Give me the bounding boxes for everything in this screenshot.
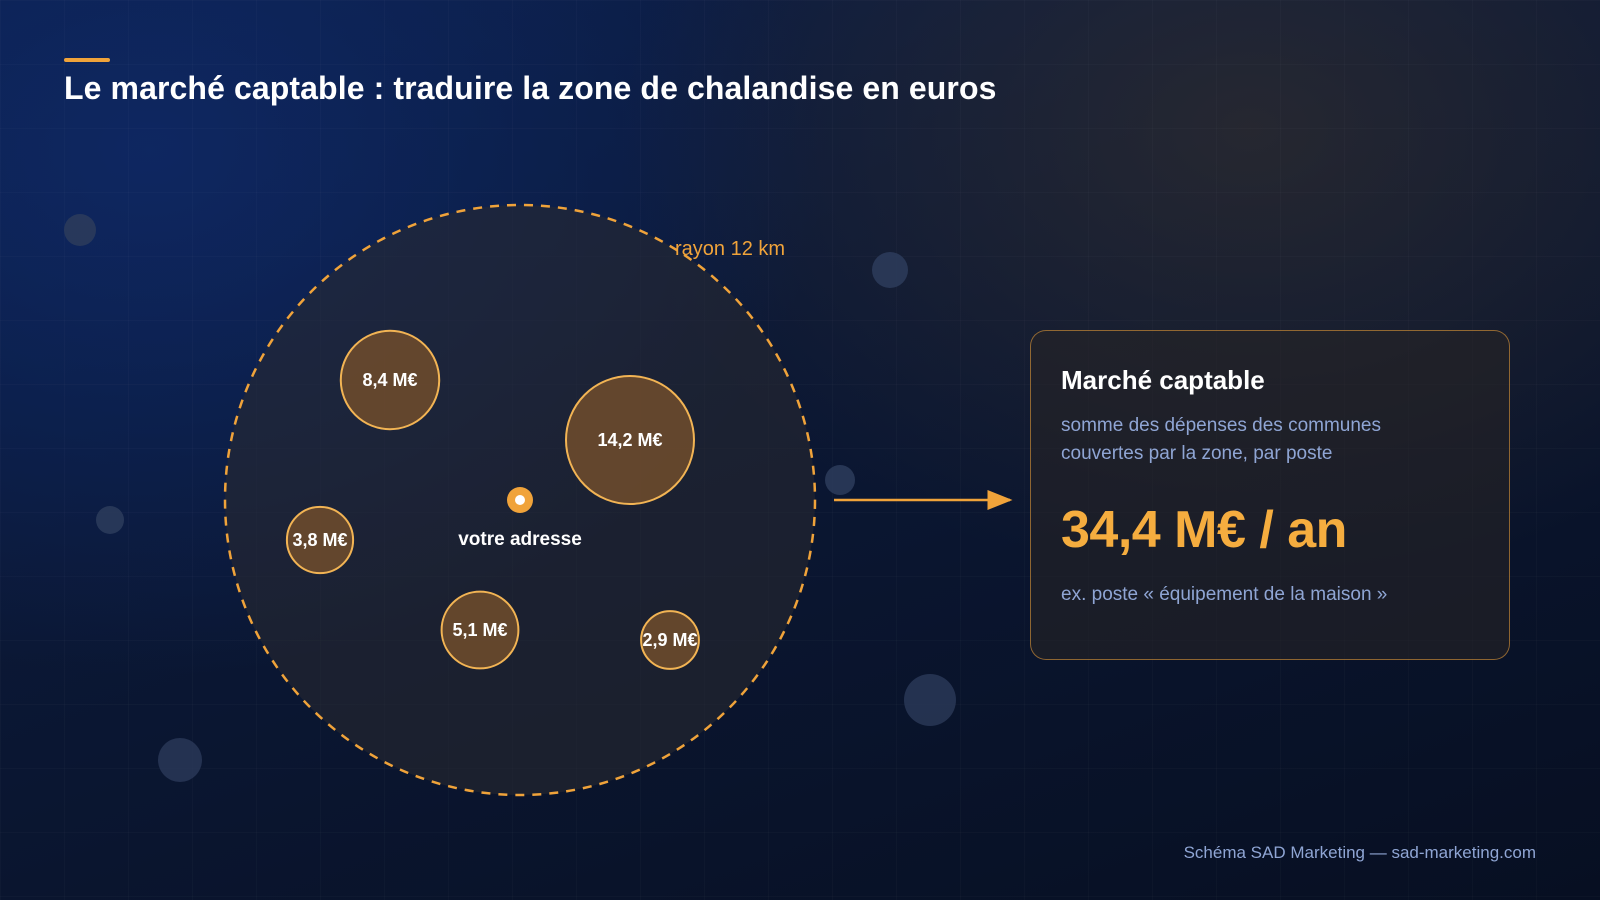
title-accent-bar — [64, 58, 110, 62]
commune-value-label: 8,4 M€ — [362, 370, 417, 390]
commune-bubble — [285, 505, 355, 575]
decor-circle — [96, 506, 124, 534]
card-subtitle: somme des dépenses des communes couverte… — [1061, 415, 1381, 464]
radius-label: rayon 12 km — [675, 238, 785, 260]
commune-bubble — [440, 590, 520, 670]
decor-circle — [872, 252, 908, 288]
page-title: Le marché captable : traduire la zone de… — [64, 70, 997, 106]
commune-bubbles: 8,4 M€ 14,2 M€ 3,8 M€ 5,1 M€ 2,9 M€ — [285, 329, 700, 670]
card-title: Marché captable — [1061, 365, 1265, 395]
decor-circle — [64, 214, 96, 246]
card-total-value: 34,4 M€ / an — [1061, 501, 1347, 559]
commune-bubble — [565, 375, 695, 505]
commune-value-label: 3,8 M€ — [292, 530, 347, 550]
decor-circle — [825, 465, 855, 495]
decor-circle — [904, 674, 956, 726]
location-marker-dot — [515, 495, 525, 505]
commune-value-label: 5,1 M€ — [452, 620, 507, 640]
decor-circle — [158, 738, 202, 782]
commune-bubble — [339, 329, 441, 431]
card-example-note: ex. poste « équipement de la maison » — [1061, 584, 1388, 605]
footer-credit: Schéma SAD Marketing — sad-marketing.com — [1183, 843, 1536, 862]
center-label: votre adresse — [458, 529, 582, 550]
commune-bubble — [640, 610, 700, 670]
captable-market-card: Marché captable somme des dépenses des c… — [1030, 330, 1510, 660]
decorative-circles — [64, 214, 956, 782]
commune-value-label: 2,9 M€ — [642, 630, 697, 650]
commune-value-label: 14,2 M€ — [597, 430, 662, 450]
